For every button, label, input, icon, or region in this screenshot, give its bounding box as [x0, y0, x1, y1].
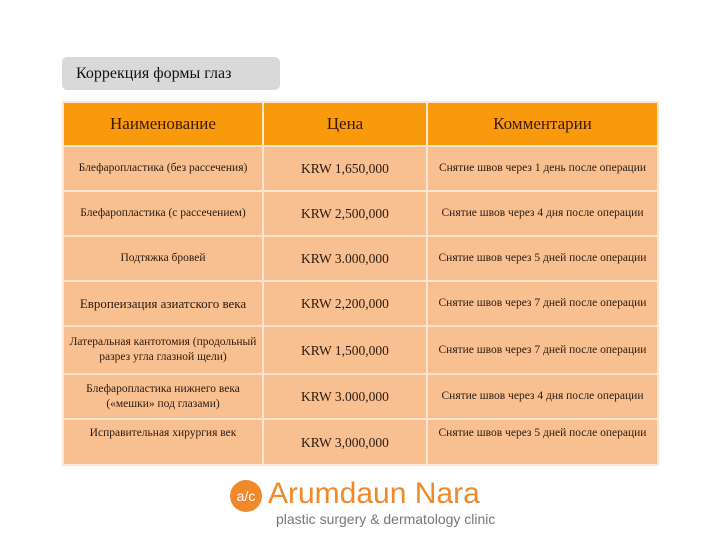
logo-brand: Arumdaun Nara — [268, 477, 480, 510]
header-name: Наименование — [62, 101, 264, 147]
table-row: Подтяжка бровей KRW 3.000,000 Снятие швов … — [62, 235, 659, 282]
row-price: KRW 1,650,000 — [262, 145, 428, 192]
row-name: Блефаропластика нижнего века («мешки» по… — [62, 373, 264, 420]
table-row: Латеральная кантотомия (продольный разре… — [62, 325, 659, 375]
price-table: Наименование Цена Комментарии Блефаропла… — [62, 101, 659, 466]
header-price: Цена — [262, 101, 428, 147]
table-row: Блефаропластика (без рассечения) KRW 1,65… — [62, 145, 659, 192]
row-comment: Снятие швов через 4 дня после операции — [426, 190, 659, 237]
row-comment: Снятие швов через 7 дней после операции — [426, 280, 659, 327]
section-title: Коррекция формы глаз — [62, 57, 280, 90]
row-price: KRW 2,200,000 — [262, 280, 428, 327]
table-row: Исправительная хирургия век KRW 3,000,000… — [62, 418, 659, 466]
row-name: Европеизация азиатского века — [62, 280, 264, 327]
row-comment: Снятие швов через 4 дня после операции — [426, 373, 659, 420]
row-name: Латеральная кантотомия (продольный разре… — [62, 325, 264, 375]
row-comment: Снятие швов через 7 дней после операции — [426, 325, 659, 375]
table-row: Блефаропластика (с рассечением) KRW 2,500… — [62, 190, 659, 237]
row-name: Блефаропластика (без рассечения) — [62, 145, 264, 192]
header-comment: Комментарии — [426, 101, 659, 147]
row-comment: Снятие швов через 1 день после операции — [426, 145, 659, 192]
row-price: KRW 2,500,000 — [262, 190, 428, 237]
logo-tagline: plastic surgery & dermatology clinic — [276, 511, 496, 527]
row-price: KRW 1,500,000 — [262, 325, 428, 375]
row-name: Исправительная хирургия век — [62, 418, 264, 466]
logo-mark-icon: a/c — [230, 480, 262, 512]
table-row: Европеизация азиатского века KRW 2,200,00… — [62, 280, 659, 327]
row-price: KRW 3.000,000 — [262, 235, 428, 282]
row-comment: Снятие швов через 5 дней после операции — [426, 418, 659, 466]
row-name: Подтяжка бровей — [62, 235, 264, 282]
clinic-logo: a/c Arumdaun Nara plastic surgery & derm… — [230, 476, 495, 526]
row-name: Блефаропластика (с рассечением) — [62, 190, 264, 237]
row-comment: Снятие швов через 5 дней после операции — [426, 235, 659, 282]
row-price: KRW 3.000,000 — [262, 373, 428, 420]
table-row: Блефаропластика нижнего века («мешки» по… — [62, 373, 659, 420]
row-price: KRW 3,000,000 — [262, 418, 428, 466]
